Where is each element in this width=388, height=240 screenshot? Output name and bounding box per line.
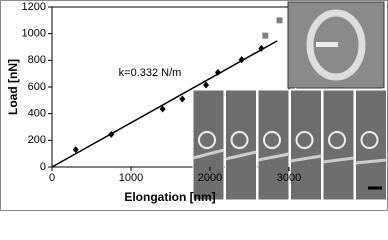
beam (316, 42, 338, 47)
frame-beam (225, 150, 257, 161)
y-tick-label: 200 (28, 134, 46, 146)
frame-beam (322, 156, 355, 164)
frame-ring (230, 131, 249, 149)
x-tick-label: 1000 (119, 172, 143, 184)
y-tick-label: 800 (28, 54, 46, 66)
chart: k=0.332 N/m Elongation [nm] Load [nN] 0 2… (0, 0, 388, 211)
frame-ring (295, 131, 314, 149)
y-axis-title: Load [nN] (6, 59, 20, 115)
frame-photo (192, 89, 225, 201)
point (276, 17, 283, 24)
point (262, 32, 269, 39)
frame-beam (257, 152, 290, 162)
y-tick-label: 400 (28, 108, 46, 120)
ring (306, 9, 366, 81)
point (72, 146, 79, 154)
point (179, 95, 186, 103)
frame-beam (290, 154, 322, 163)
frame-ring (263, 131, 281, 149)
frame-photo (257, 89, 290, 201)
frame-photo (290, 89, 322, 201)
frame-beam (192, 148, 225, 160)
annotation: k=0.332 N/m (119, 67, 182, 79)
x-axis-title: Elongation [nm] (124, 190, 215, 204)
x-tick-label: 2000 (198, 172, 222, 184)
inset-images (192, 1, 387, 201)
y-tick-label: 1000 (22, 28, 46, 40)
x-tick-label: 3000 (277, 172, 301, 184)
frame-photo (322, 89, 355, 201)
frame-ring (198, 131, 216, 149)
fit-line (51, 40, 278, 168)
frame-ring (328, 131, 346, 149)
frame-photo (225, 89, 257, 201)
frame-beam (355, 158, 387, 165)
x-tick-label: 0 (49, 172, 55, 184)
y-tick-label: 600 (28, 81, 46, 93)
point (203, 81, 210, 89)
y-tick-label: 0 (40, 161, 46, 173)
frame-photo (355, 89, 387, 201)
point (159, 105, 166, 113)
y-tick-label: 1200 (22, 1, 46, 13)
frame-ring (360, 131, 379, 149)
